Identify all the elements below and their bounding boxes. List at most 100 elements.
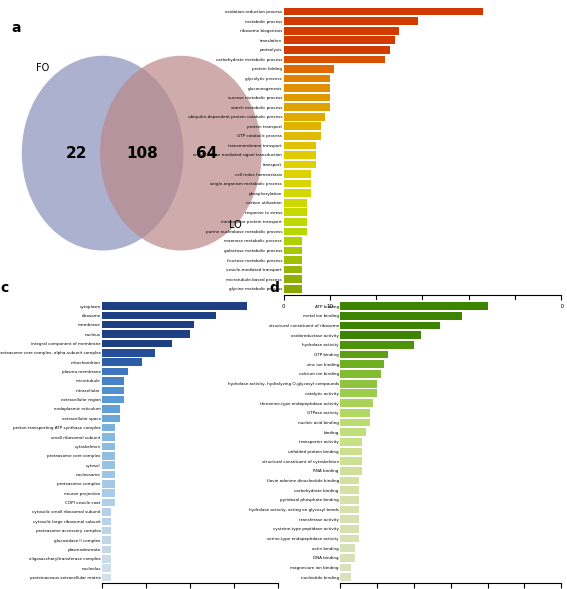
Bar xyxy=(340,448,362,455)
Bar xyxy=(102,489,115,497)
Bar xyxy=(284,141,316,149)
Bar xyxy=(340,409,370,416)
Bar xyxy=(102,508,111,516)
Bar xyxy=(340,467,362,475)
Bar xyxy=(284,84,330,92)
Bar xyxy=(340,438,362,446)
Ellipse shape xyxy=(100,56,262,250)
Text: 64: 64 xyxy=(196,145,218,161)
Text: LO: LO xyxy=(229,220,242,230)
Bar xyxy=(340,515,358,523)
Bar xyxy=(102,518,111,525)
Bar xyxy=(340,487,358,494)
Bar xyxy=(340,564,352,571)
Bar xyxy=(284,199,307,207)
Bar xyxy=(284,94,330,101)
Bar xyxy=(284,37,395,44)
Bar xyxy=(102,452,115,459)
Bar xyxy=(340,302,488,310)
Bar xyxy=(340,360,384,368)
X-axis label: Number of proteins: Number of proteins xyxy=(392,315,453,320)
Bar xyxy=(102,340,172,347)
Bar xyxy=(284,103,330,111)
Bar xyxy=(102,434,115,441)
Bar xyxy=(340,574,352,581)
Bar xyxy=(284,55,386,63)
Bar xyxy=(284,46,390,54)
Bar xyxy=(284,237,302,245)
Bar xyxy=(102,564,111,572)
Text: d: d xyxy=(269,281,280,294)
Bar xyxy=(102,405,120,413)
Bar xyxy=(340,370,381,378)
Bar xyxy=(102,499,115,507)
Bar xyxy=(284,285,302,293)
Bar xyxy=(284,123,320,130)
Text: FO: FO xyxy=(36,64,49,73)
Bar xyxy=(284,170,311,178)
Bar xyxy=(102,396,124,403)
Bar xyxy=(284,113,325,121)
Bar xyxy=(340,419,370,426)
Bar xyxy=(340,312,462,320)
Bar xyxy=(102,302,247,310)
Bar xyxy=(340,535,358,542)
Bar xyxy=(340,544,355,552)
Bar xyxy=(102,545,111,553)
Bar xyxy=(102,312,216,319)
Bar xyxy=(102,321,194,329)
Bar xyxy=(284,218,307,226)
Bar xyxy=(340,389,377,397)
Bar xyxy=(284,190,311,197)
Bar xyxy=(284,27,399,35)
Bar xyxy=(102,537,111,544)
Bar xyxy=(102,555,111,562)
Bar xyxy=(340,554,355,562)
Bar xyxy=(340,322,440,329)
Bar xyxy=(340,332,421,339)
Bar xyxy=(102,349,155,356)
Ellipse shape xyxy=(22,56,184,250)
Bar xyxy=(340,496,358,504)
Bar xyxy=(340,350,388,359)
Bar xyxy=(284,17,418,25)
Bar xyxy=(102,471,115,478)
Bar xyxy=(284,151,316,159)
Bar xyxy=(340,457,362,465)
Bar xyxy=(102,424,115,432)
Bar xyxy=(340,399,373,407)
Bar xyxy=(102,480,115,488)
Bar xyxy=(284,256,302,264)
Bar xyxy=(340,477,358,484)
Bar xyxy=(284,266,302,273)
Bar xyxy=(284,8,483,15)
Bar xyxy=(102,443,115,450)
Bar xyxy=(102,330,190,338)
Bar xyxy=(284,132,320,140)
Bar xyxy=(102,461,115,469)
Bar xyxy=(102,527,111,534)
Bar xyxy=(340,505,358,514)
Bar xyxy=(284,276,302,283)
Bar xyxy=(284,209,307,216)
Bar xyxy=(340,428,366,436)
Bar xyxy=(102,415,120,422)
Text: a: a xyxy=(11,21,21,35)
Bar xyxy=(102,386,124,394)
Bar xyxy=(102,377,124,385)
Bar xyxy=(284,247,302,254)
Bar xyxy=(340,380,377,388)
Bar xyxy=(284,161,316,168)
Bar xyxy=(284,75,330,82)
Text: 108: 108 xyxy=(126,145,158,161)
Bar xyxy=(284,65,335,73)
Bar xyxy=(284,180,311,187)
Text: 22: 22 xyxy=(66,145,87,161)
Bar xyxy=(340,525,358,533)
Bar xyxy=(340,341,414,349)
Text: c: c xyxy=(0,281,9,294)
Bar xyxy=(284,227,307,235)
Bar xyxy=(102,574,111,581)
Bar xyxy=(102,368,128,375)
Bar xyxy=(102,359,142,366)
